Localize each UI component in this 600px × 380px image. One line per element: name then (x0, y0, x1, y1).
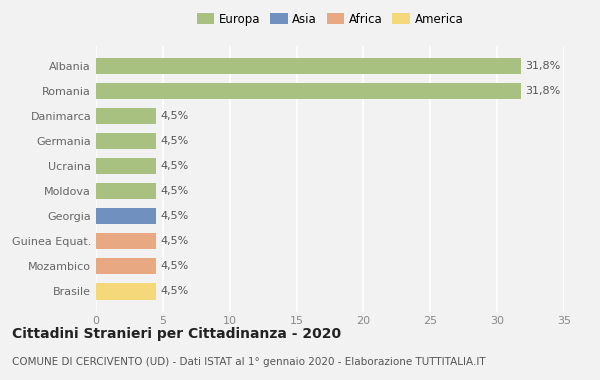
Text: Cittadini Stranieri per Cittadinanza - 2020: Cittadini Stranieri per Cittadinanza - 2… (12, 327, 341, 341)
Bar (96, 233, 156, 249)
Text: 4,5%: 4,5% (160, 161, 188, 171)
Text: 4,5%: 4,5% (160, 261, 188, 271)
Text: 4,5%: 4,5% (160, 186, 188, 196)
Bar (96, 208, 156, 224)
Text: 31,8%: 31,8% (525, 86, 560, 96)
Bar (96, 283, 156, 299)
Text: 4,5%: 4,5% (160, 111, 188, 121)
Text: 4,5%: 4,5% (160, 211, 188, 221)
Text: 4,5%: 4,5% (160, 236, 188, 246)
Text: 4,5%: 4,5% (160, 136, 188, 146)
Bar (96, 83, 521, 99)
Bar (96, 133, 156, 149)
Text: 31,8%: 31,8% (525, 61, 560, 71)
Text: COMUNE DI CERCIVENTO (UD) - Dati ISTAT al 1° gennaio 2020 - Elaborazione TUTTITA: COMUNE DI CERCIVENTO (UD) - Dati ISTAT a… (12, 357, 485, 367)
Bar (96, 183, 156, 199)
Legend: Europa, Asia, Africa, America: Europa, Asia, Africa, America (193, 9, 467, 29)
Bar (96, 158, 156, 174)
Text: 4,5%: 4,5% (160, 287, 188, 296)
Bar (96, 258, 156, 274)
Bar (96, 108, 156, 124)
Bar (96, 58, 521, 74)
